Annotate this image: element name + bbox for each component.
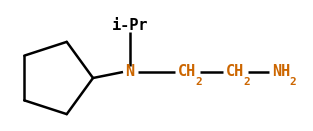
Text: i-Pr: i-Pr: [112, 18, 148, 33]
Text: 2: 2: [289, 77, 296, 87]
Text: NH: NH: [272, 64, 290, 80]
Text: CH: CH: [226, 64, 244, 80]
Text: CH: CH: [178, 64, 196, 80]
Text: 2: 2: [195, 77, 202, 87]
Text: 2: 2: [243, 77, 250, 87]
Text: N: N: [126, 64, 135, 80]
